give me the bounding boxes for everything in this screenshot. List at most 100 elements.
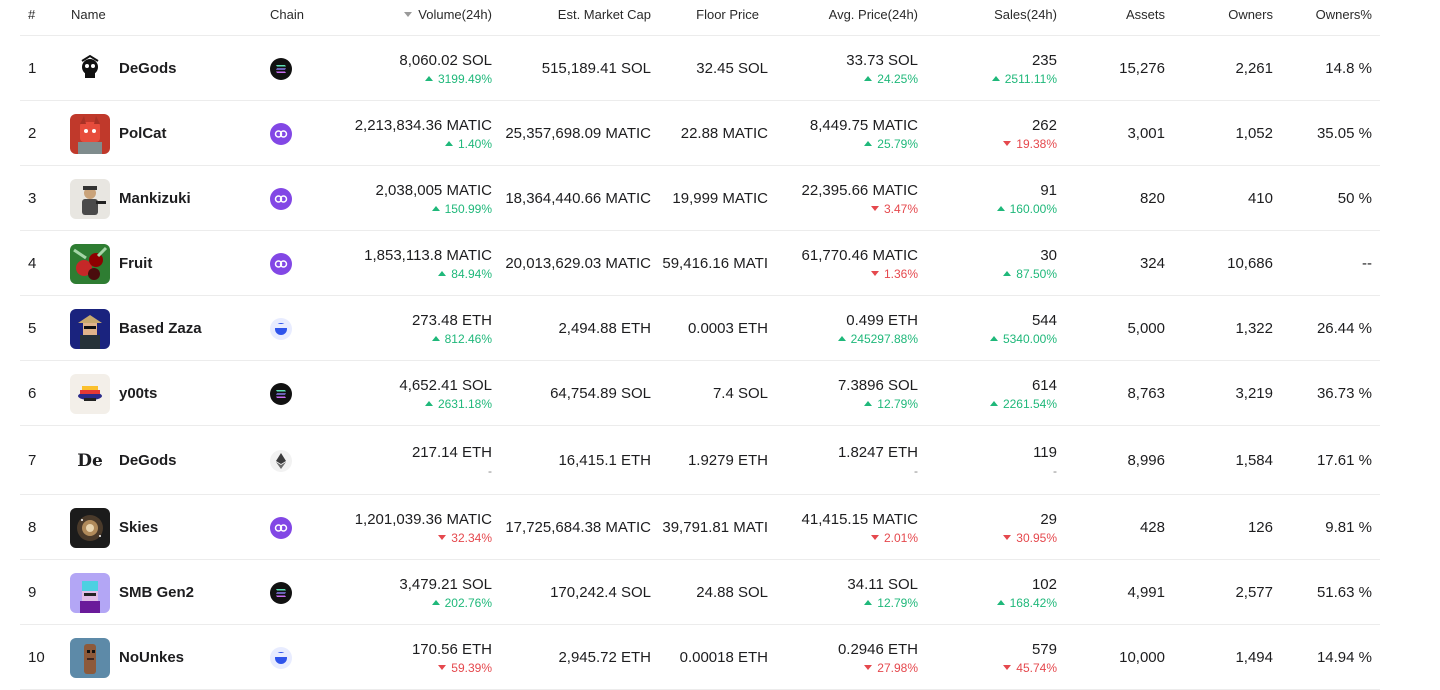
rank: 6 (28, 384, 37, 402)
arrow-up-icon (438, 270, 447, 276)
header-market-cap[interactable]: Est. Market Cap (557, 7, 651, 22)
volume-change: 150.99% (431, 202, 492, 216)
arrow-down-icon (1003, 140, 1012, 146)
collection-name[interactable]: Fruit (119, 254, 153, 272)
owners-pct-value: 26.44 % (1316, 319, 1372, 337)
arrow-up-icon (989, 400, 998, 406)
header-name[interactable]: Name (71, 7, 106, 22)
volume-value: 3,479.21 SOL (399, 575, 492, 593)
sales-change-value: 5340.00% (1002, 331, 1057, 346)
rank: 5 (28, 319, 37, 337)
avg-price-change-value: 3.47% (883, 201, 918, 216)
y00ts-avatar[interactable] (70, 373, 110, 414)
avg-price-change-value: - (914, 463, 918, 478)
avg-price-change-value: 25.79% (877, 136, 918, 151)
header-sales[interactable]: Sales(24h) (994, 7, 1057, 22)
avg-price-change-value: 12.79% (877, 595, 918, 610)
avg-price-change: 3.47% (870, 201, 918, 216)
header-owners[interactable]: Owners (1228, 7, 1273, 22)
header-owners-pct[interactable]: Owners% (1315, 7, 1372, 22)
table-row[interactable]: 5 Based Zaza 273.48 ETH 812.46% 2,494.88 ETH… (20, 296, 1380, 361)
volume-value: 217.14 ETH (411, 443, 492, 461)
header-avg-price[interactable]: Avg. Price(24h) (828, 7, 918, 22)
smb-gen2-avatar[interactable] (70, 572, 110, 613)
sales-value: 544 (1031, 311, 1057, 329)
header-volume[interactable]: Volume(24h) (404, 7, 492, 22)
header-rank: # (28, 7, 36, 22)
avg-price-value: 22,395.66 MATIC (801, 181, 918, 199)
sort-desc-icon (404, 12, 413, 17)
mankizuki-avatar[interactable] (70, 178, 110, 219)
sales-value: 102 (1031, 575, 1057, 593)
rank: 8 (28, 518, 37, 536)
owners-value: 2,261 (1235, 59, 1273, 77)
floor-price-value: 0.0003 ETH (687, 319, 768, 337)
table-row[interactable]: 10 NoUnkes 170.56 ETH 59.39% 2,945.72 ETH 0.0… (20, 625, 1380, 690)
arrow-down-icon (870, 205, 879, 211)
volume-change-value: 202.76% (444, 595, 492, 610)
avg-price-value: 33.73 SOL (846, 51, 918, 69)
polygon-icon (270, 122, 292, 145)
header-volume-label: Volume(24h) (418, 7, 492, 22)
arrow-up-icon (431, 335, 440, 341)
collection-name[interactable]: Skies (119, 518, 159, 536)
volume-change: 84.94% (438, 267, 492, 281)
collection-name[interactable]: DeGods (119, 59, 177, 77)
fruit-avatar[interactable] (70, 243, 110, 284)
volume-change-value: 84.94% (451, 266, 492, 281)
avg-price-change: 1.36% (870, 267, 918, 281)
collection-name[interactable]: Based Zaza (119, 319, 202, 337)
table-row[interactable]: 8 Skies 1,201,039.36 MATIC 32.34% 17,725,684… (20, 495, 1380, 560)
arrow-up-icon (431, 205, 440, 211)
market-cap-value: 18,364,440.66 MATIC (505, 189, 651, 207)
sales-value: 262 (1031, 116, 1057, 134)
degods-skull-avatar[interactable] (70, 48, 110, 89)
volume-value: 8,060.02 SOL (399, 51, 492, 69)
avg-price-value: 0.499 ETH (846, 311, 918, 329)
collection-name[interactable]: y00ts (119, 384, 158, 402)
table-row[interactable]: 1 DeGods 8,060.02 SOL 3199.49% 515,189.41 SO… (20, 36, 1380, 101)
table-row[interactable]: 7 De DeGods 217.14 ETH - 16,415.1 ETH 1.9279 E… (20, 426, 1380, 495)
owners-pct-value: 17.61 % (1316, 451, 1372, 469)
owners-value: 1,322 (1235, 319, 1273, 337)
base-icon (270, 646, 292, 669)
table-row[interactable]: 6 y00ts 4,652.41 SOL 2631.18% 64,754.89 SOL 7… (20, 361, 1380, 426)
table-row[interactable]: 4 Fruit 1,853,113.8 MATIC 84.94% 20,013,629.… (20, 231, 1380, 296)
volume-change: 2631.18% (424, 397, 492, 411)
polcat-avatar[interactable] (70, 113, 110, 154)
arrow-up-icon (444, 140, 453, 146)
owners-value: 2,577 (1235, 583, 1273, 601)
table-row[interactable]: 9 SMB Gen2 3,479.21 SOL 202.76% 170,242.4 SO… (20, 560, 1380, 625)
table-row[interactable]: 2 PolCat 2,213,834.36 MATIC 1.40% 25,357,698… (20, 101, 1380, 166)
assets-value: 324 (1139, 254, 1165, 272)
owners-value: 1,494 (1235, 648, 1273, 666)
owners-value: 1,584 (1235, 451, 1273, 469)
assets-value: 428 (1139, 518, 1165, 536)
table-row[interactable]: 3 Mankizuki 2,038,005 MATIC 150.99% 18,364,4… (20, 166, 1380, 231)
collection-name[interactable]: NoUnkes (119, 648, 185, 666)
based-zaza-avatar[interactable] (70, 308, 110, 349)
sales-change: 30.95% (1003, 531, 1057, 545)
collection-name[interactable]: SMB Gen2 (119, 583, 195, 601)
header-floor-price[interactable]: Floor Price (696, 7, 759, 22)
arrow-up-icon (864, 599, 873, 605)
sales-value: 30 (1040, 246, 1057, 264)
arrow-down-icon (1003, 664, 1012, 670)
sales-change-value: 87.50% (1016, 266, 1057, 281)
collection-name[interactable]: PolCat (119, 124, 167, 142)
arrow-up-icon (996, 205, 1005, 211)
degods-logo-avatar[interactable]: De (70, 441, 110, 481)
header-assets[interactable]: Assets (1125, 7, 1165, 22)
volume-change: 32.34% (438, 531, 492, 545)
owners-pct-value: -- (1362, 254, 1372, 272)
collection-name[interactable]: Mankizuki (119, 189, 191, 207)
owners-pct-value: 14.94 % (1316, 648, 1372, 666)
nounkes-avatar[interactable] (70, 637, 110, 678)
collection-name[interactable]: DeGods (119, 451, 177, 469)
skies-avatar[interactable] (70, 507, 110, 548)
sales-change: 2511.11% (991, 72, 1057, 86)
base-icon (270, 317, 292, 340)
header-chain[interactable]: Chain (270, 7, 304, 22)
sales-value: 579 (1031, 640, 1057, 658)
owners-value: 410 (1247, 189, 1273, 207)
